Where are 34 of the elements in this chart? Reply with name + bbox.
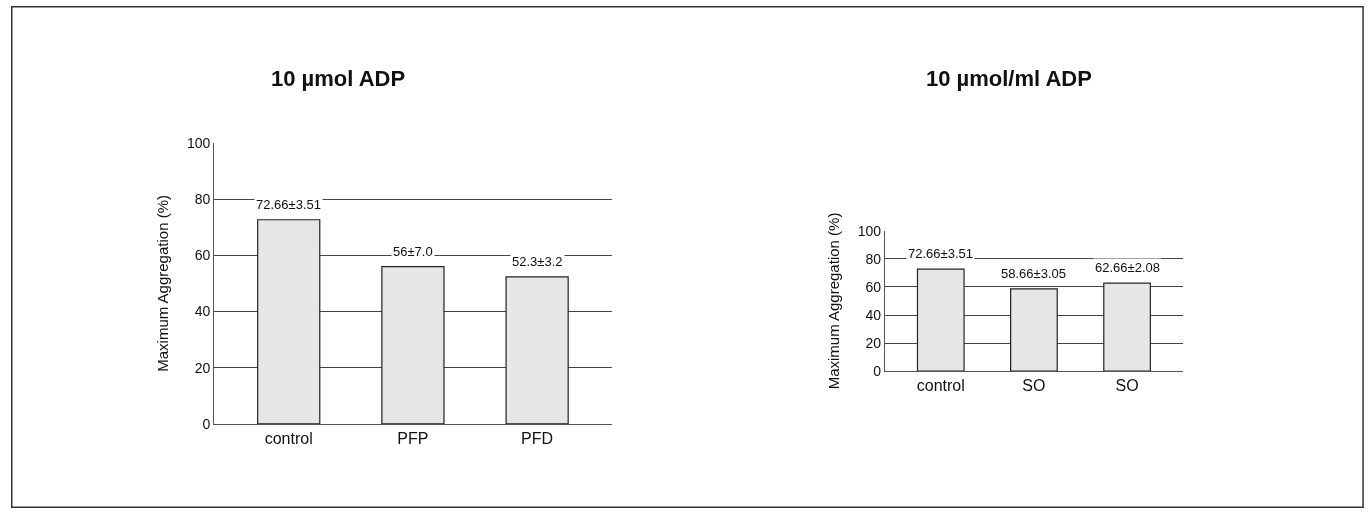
y-tick-label: 20 — [194, 359, 211, 376]
bar — [257, 219, 321, 424]
bar — [916, 268, 965, 372]
y-tick-label: 60 — [865, 278, 882, 295]
y-axis-title: Maximum Aggregation (%) — [154, 195, 172, 372]
data-label: 72.66±3.51 — [256, 197, 321, 212]
y-tick-label: 100 — [187, 134, 211, 151]
y-tick-label: 20 — [865, 335, 882, 351]
data-label: 62.66±2.08 — [1095, 260, 1160, 275]
x-tick-label: PFD — [521, 430, 554, 448]
y-tick-label: 40 — [865, 306, 882, 323]
data-label: 72.66±3.51 — [908, 246, 973, 261]
y-tick-label: 60 — [194, 247, 211, 264]
bar — [1010, 288, 1058, 372]
data-label: 56±7.0 — [393, 244, 433, 259]
bar — [381, 265, 445, 424]
y-tick-label: 80 — [865, 250, 882, 267]
x-tick-label: PFP — [397, 430, 429, 448]
x-tick-label: SO — [1115, 377, 1139, 395]
data-label: 58.66±3.05 — [1001, 266, 1066, 281]
chart-title: 10 µmol ADP — [271, 66, 406, 91]
x-tick-label: control — [916, 377, 965, 395]
y-tick-label: 40 — [194, 303, 211, 320]
bar — [1103, 282, 1151, 372]
chart-title: 10 µmol/ml ADP — [926, 66, 1092, 91]
y-tick-label: 100 — [857, 222, 882, 239]
x-tick-label: SO — [1022, 377, 1046, 395]
y-tick-label: 0 — [202, 415, 211, 432]
y-axis-title: Maximum Aggregation (%) — [824, 212, 842, 390]
y-tick-label: 0 — [873, 363, 882, 380]
bar — [505, 276, 569, 424]
x-tick-label: control — [264, 430, 313, 448]
data-label: 52.3±3.2 — [512, 254, 563, 269]
y-tick-label: 80 — [194, 191, 211, 208]
